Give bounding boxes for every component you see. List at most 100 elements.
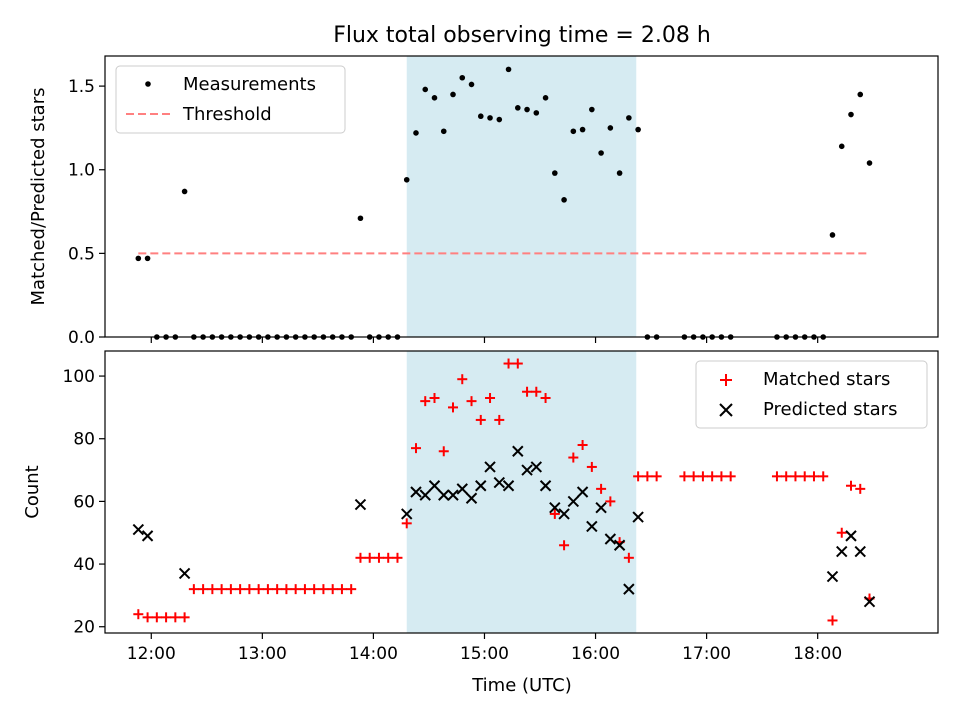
count-y-axis-label: Count [22, 465, 43, 518]
predicted-marker-b [586, 520, 598, 533]
matched-star-point [216, 584, 227, 595]
predicted-star-point [438, 489, 450, 501]
matched-star-point [475, 414, 486, 425]
matched-star-point [327, 584, 338, 595]
matched-star-point [596, 483, 607, 494]
matched-star-point [262, 584, 273, 595]
matched-star-point [161, 612, 172, 623]
predicted-marker-b [558, 508, 570, 520]
predicted-marker-b [854, 545, 866, 558]
predicted-marker-b [502, 480, 515, 492]
predicted-marker-b [549, 501, 561, 514]
chart-title: Flux total observing time = 2.08 h [333, 23, 711, 48]
count-x-ticks: 12:00 13:00 14:00 15:00 16:00 17:00 18:00 [127, 633, 842, 664]
matched-star-point [790, 471, 801, 482]
matched-star-point [549, 508, 560, 519]
count-panel: 20 40 60 80 100 12:00 13:00 14:00 15:00 16:00 17:… [22, 350, 939, 696]
matched-star-point [142, 612, 153, 623]
predicted-marker-b [475, 480, 487, 492]
measurement-point [459, 74, 466, 81]
matched-star-point [438, 446, 449, 457]
y-tick-label: 20 [73, 618, 95, 638]
predicted-star-point [836, 545, 848, 558]
predicted-marker-b [354, 498, 367, 511]
measurement-point [607, 125, 614, 131]
x-tick-label: 12:00 [127, 644, 176, 664]
matched-star-point [540, 393, 551, 403]
matched-star-point [318, 584, 329, 595]
predicted-star-point [484, 461, 496, 473]
predicted-marker-b [401, 508, 413, 520]
matched-star-point [855, 483, 866, 494]
predicted-marker-b [419, 489, 431, 501]
matched-star-point [457, 374, 468, 385]
ratio-x-ticks [150, 337, 819, 343]
predicted-star-point [502, 480, 515, 492]
measurement-point [505, 66, 512, 73]
predicted-star-point [141, 530, 154, 542]
matched-star-point [642, 471, 653, 482]
predicted-marker-b [595, 501, 607, 514]
predicted-marker-b [141, 530, 154, 542]
predicted-marker-b [530, 461, 543, 473]
predicted-star-point [410, 486, 422, 498]
measurement-point [135, 255, 142, 262]
measurement-point [450, 91, 456, 98]
measurements-legend-label: Measurements [183, 74, 316, 95]
predicted-star-point [613, 539, 626, 551]
predicted-star-point [401, 508, 413, 520]
x-tick-label: 15:00 [460, 644, 509, 664]
ratio-y-axis-label: Matched/Predicted stars [28, 88, 49, 306]
measurement-point [552, 170, 558, 176]
measurement-point [477, 113, 484, 120]
predicted-star-point [512, 445, 524, 457]
count-points [132, 358, 876, 626]
matched-star-point [577, 440, 588, 450]
matched-star-point [133, 609, 144, 620]
predicted-star-point [178, 567, 191, 580]
matched-star-point [188, 584, 199, 595]
predicted-star-point [539, 480, 552, 492]
matched-star-point [290, 584, 301, 595]
predicted-marker-b [132, 523, 145, 536]
predicted-star-point [854, 545, 866, 558]
predicted-marker-b [576, 486, 589, 498]
predicted-marker-b [493, 476, 505, 489]
matched-legend-marker [720, 374, 732, 386]
predicted-star-point [354, 498, 367, 511]
measurement-point [570, 128, 577, 135]
predicted-star-point [558, 508, 570, 520]
matched-star-point [179, 612, 190, 623]
matched-star-point [170, 612, 181, 623]
ratio-y-ticks: 0.0 0.5 1.0 1.5 [68, 77, 105, 348]
x-axis-label: Time (UTC) [471, 675, 572, 696]
matched-star-point [707, 471, 718, 482]
measurement-point [857, 91, 864, 98]
matched-star-point [309, 584, 320, 595]
predicted-star-point [567, 495, 580, 508]
predicted-star-point [530, 461, 543, 473]
predicted-star-point [428, 480, 441, 492]
matched-star-point [253, 584, 264, 595]
predicted-marker-b [465, 492, 478, 504]
matched-star-point [383, 552, 394, 563]
count-legend: Matched stars Predicted stars [695, 360, 928, 429]
measurement-point [866, 160, 873, 166]
matched-star-point [679, 471, 690, 482]
measurement-point [144, 255, 151, 262]
x-tick-label: 16:00 [571, 644, 620, 664]
predicted-marker-b [826, 570, 839, 583]
matched-star-point [651, 471, 662, 482]
matched-star-point [466, 396, 477, 407]
matched-star-point [346, 584, 357, 595]
matched-star-point [559, 540, 570, 551]
y-tick-label: 1.0 [68, 161, 95, 181]
measurement-point [413, 130, 419, 136]
measurement-point [524, 106, 530, 113]
matched-star-point [401, 518, 412, 529]
predicted-star-point [586, 520, 598, 533]
predicted-marker-b [484, 461, 496, 473]
predicted-star-point [447, 489, 459, 501]
measurement-point [496, 116, 503, 123]
predicted-marker-b [567, 495, 580, 508]
